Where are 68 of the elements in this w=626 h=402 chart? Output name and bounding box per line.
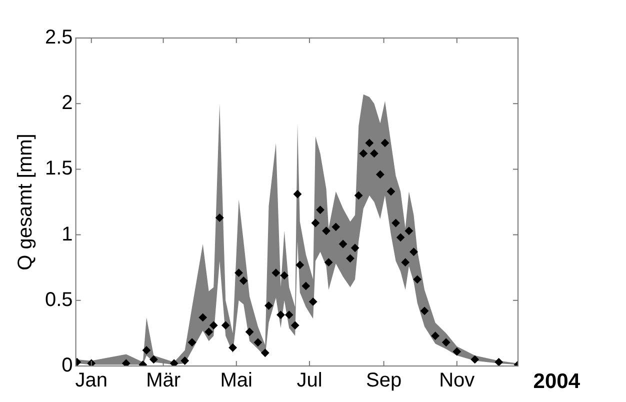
point — [180, 356, 189, 365]
point — [285, 310, 294, 319]
point — [302, 282, 310, 290]
point — [339, 240, 348, 248]
point — [280, 271, 288, 280]
point — [420, 306, 429, 315]
point — [216, 214, 224, 222]
point — [291, 321, 300, 330]
text: 2004 — [533, 370, 580, 394]
point — [246, 328, 254, 336]
point — [365, 138, 374, 147]
point — [254, 338, 262, 346]
point — [413, 275, 422, 284]
point — [346, 254, 354, 262]
point — [276, 310, 285, 319]
y-tick-label: 1 — [62, 223, 73, 246]
point — [198, 313, 207, 322]
point — [150, 355, 158, 364]
point — [442, 338, 450, 346]
point — [401, 258, 410, 266]
point — [234, 268, 243, 277]
point — [316, 206, 324, 214]
point — [351, 244, 360, 252]
x-tick-label: Mai — [220, 370, 252, 392]
point — [332, 222, 340, 231]
x-tick-label: Nov — [439, 370, 475, 392]
y-tick-label: 0.5 — [44, 288, 73, 311]
point — [410, 248, 418, 256]
point — [188, 338, 196, 346]
x-tick-label: Jan — [75, 370, 108, 392]
y-tick-label: 2.5 — [44, 26, 73, 49]
point — [311, 218, 320, 227]
x-tick-label: Jul — [296, 370, 322, 392]
point — [404, 226, 413, 235]
point — [296, 260, 304, 269]
point — [294, 190, 302, 198]
point — [392, 218, 400, 227]
x-tick-label: Sep — [366, 370, 402, 392]
point — [494, 358, 503, 366]
point — [170, 359, 178, 366]
point — [228, 344, 237, 352]
y-tick-label: 2 — [62, 92, 73, 114]
point — [322, 226, 330, 235]
point — [354, 191, 363, 200]
point — [210, 321, 218, 330]
point — [272, 268, 280, 277]
point — [470, 355, 479, 364]
y-tick-label: 1.5 — [44, 158, 73, 180]
y-axis-title: Q gesamt [mm] — [14, 134, 37, 270]
point — [386, 188, 395, 196]
point — [142, 346, 151, 354]
point — [261, 348, 270, 357]
point — [324, 258, 333, 266]
point — [396, 233, 405, 242]
point — [380, 138, 389, 147]
point — [370, 149, 378, 158]
point — [240, 276, 248, 285]
y-tick-label: 0 — [62, 354, 73, 377]
point — [309, 298, 318, 306]
point — [122, 359, 130, 366]
point — [359, 149, 368, 158]
point — [431, 332, 440, 340]
point — [264, 302, 273, 310]
point — [204, 328, 213, 336]
x-tick-label: Mär — [146, 370, 181, 392]
point — [222, 321, 230, 330]
point — [376, 170, 384, 178]
point — [452, 348, 461, 356]
